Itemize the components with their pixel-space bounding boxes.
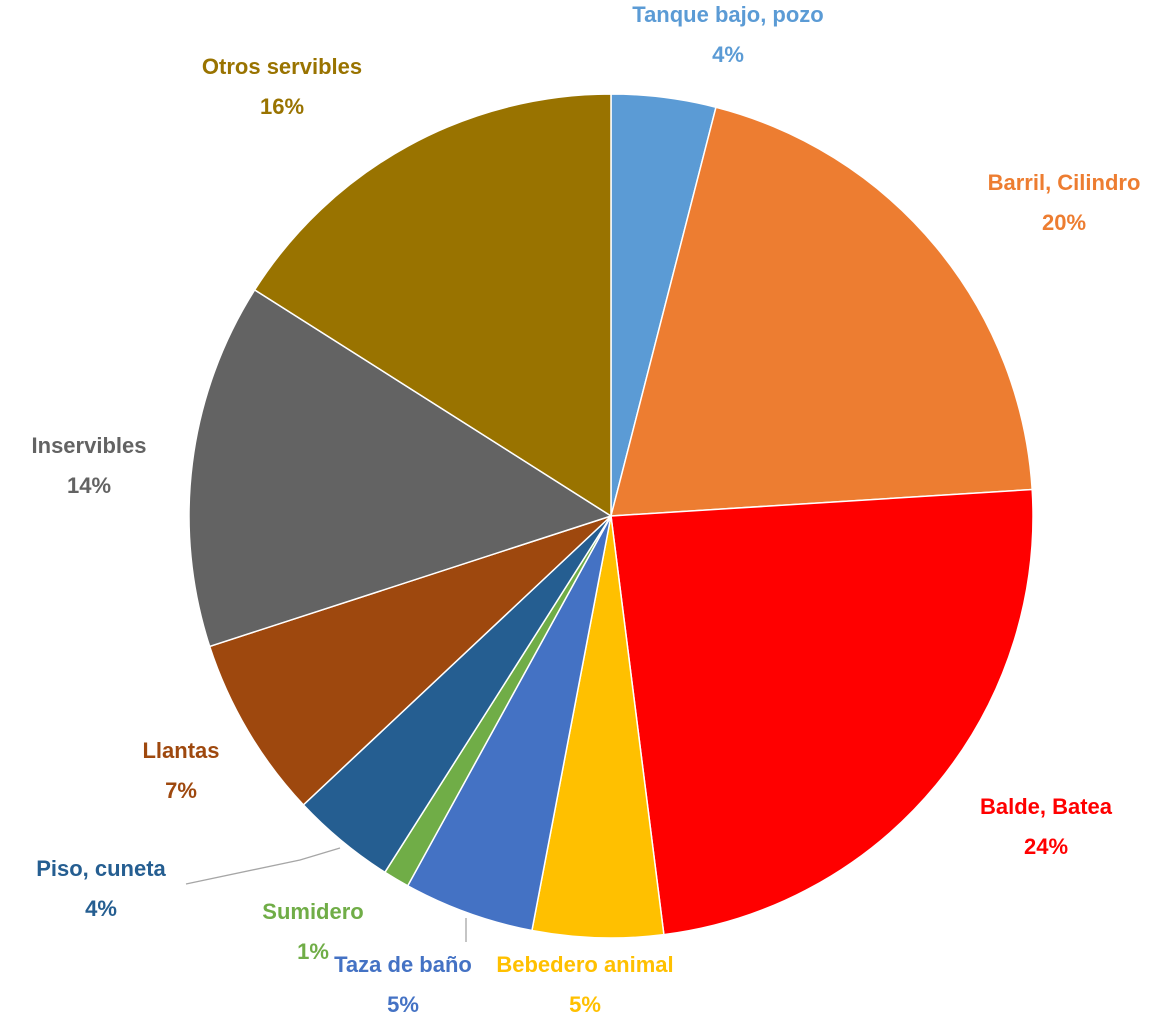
pie-slice-llantas (208, 515, 612, 806)
data-label-piso-cuneta: Piso, cuneta 4% (36, 856, 166, 921)
data-label-bebedero-animal: Bebedero animal 5% (496, 952, 673, 1017)
data-label-category: Llantas (142, 738, 219, 763)
data-labels: Tanque bajo, pozo 4%Barril, Cilindro 20%Ba… (32, 2, 1141, 1017)
leader-lines (185, 847, 467, 942)
pie-slice-inservibles (188, 288, 613, 648)
data-label-balde-batea: Balde, Batea 24% (980, 794, 1113, 859)
data-label-category: Piso, cuneta (36, 856, 166, 881)
data-label-inservibles: Inservibles 14% (32, 433, 147, 498)
data-label-category: Bebedero animal (496, 952, 673, 977)
data-label-taza-de-bano: Taza de baño 5% (334, 952, 472, 1017)
data-label-percent: 16% (260, 94, 304, 119)
pie-slice-balde-batea (610, 488, 1034, 936)
data-label-category: Balde, Batea (980, 794, 1113, 819)
data-label-barril-cilindro: Barril, Cilindro 20% (988, 170, 1141, 235)
data-label-tanque-bajo-pozo: Tanque bajo, pozo 4% (632, 2, 823, 67)
data-label-category: Inservibles (32, 433, 147, 458)
data-label-percent: 5% (569, 992, 601, 1017)
data-label-percent: 4% (712, 42, 744, 67)
data-label-percent: 20% (1042, 210, 1086, 235)
data-label-otros-servibles: Otros servibles 16% (202, 54, 362, 119)
data-label-category: Otros servibles (202, 54, 362, 79)
data-label-sumidero: Sumidero 1% (262, 899, 363, 964)
data-label-percent: 5% (387, 992, 419, 1017)
pie-slice-barril-cilindro (610, 106, 1033, 517)
data-label-percent: 7% (165, 778, 197, 803)
data-label-llantas: Llantas 7% (142, 738, 219, 803)
data-label-percent: 24% (1024, 834, 1068, 859)
data-label-percent: 14% (67, 473, 111, 498)
data-label-category: Barril, Cilindro (988, 170, 1141, 195)
data-label-percent: 1% (297, 939, 329, 964)
pie-slices (188, 93, 1034, 939)
data-label-percent: 4% (85, 896, 117, 921)
data-label-category: Taza de baño (334, 952, 472, 977)
leader-line-piso-cuneta (185, 847, 341, 885)
data-label-category: Tanque bajo, pozo (632, 2, 823, 27)
pie-slice-otros-servibles (253, 93, 612, 518)
data-label-category: Sumidero (262, 899, 363, 924)
